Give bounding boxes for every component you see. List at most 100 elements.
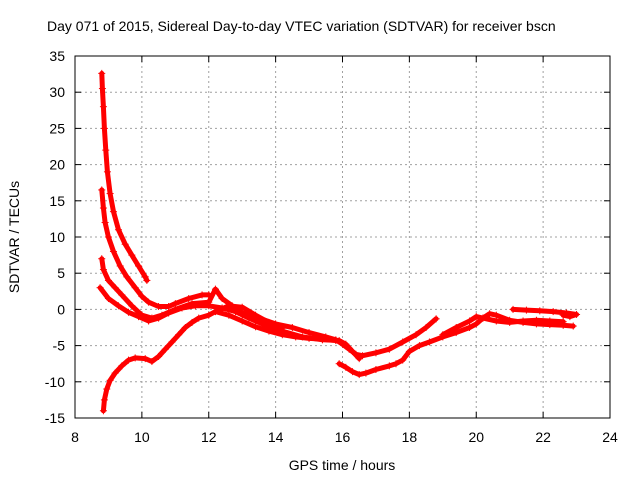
data-point xyxy=(109,208,117,216)
y-tick-label: 15 xyxy=(49,193,65,209)
data-point xyxy=(238,303,246,311)
data-point xyxy=(536,307,544,315)
y-tick-label: 25 xyxy=(49,120,65,136)
data-point xyxy=(195,314,203,322)
data-point xyxy=(121,240,129,248)
data-point xyxy=(104,233,112,241)
data-point xyxy=(118,291,126,299)
data-point xyxy=(362,369,370,377)
data-point xyxy=(165,303,173,311)
data-point xyxy=(288,324,296,331)
data-point xyxy=(392,360,400,368)
data-point xyxy=(99,407,107,415)
data-point xyxy=(372,365,380,373)
series-pass-6 xyxy=(211,308,340,345)
data-point xyxy=(106,376,114,384)
data-point xyxy=(131,354,139,362)
data-point xyxy=(145,298,153,306)
data-point xyxy=(232,308,239,316)
data-point xyxy=(355,371,363,379)
data-point xyxy=(466,317,474,325)
data-point xyxy=(278,324,286,332)
data-point xyxy=(439,331,447,339)
data-point xyxy=(472,313,480,321)
data-point xyxy=(98,85,106,93)
data-point xyxy=(559,318,567,326)
data-point xyxy=(399,338,407,346)
data-point xyxy=(111,284,119,292)
data-point xyxy=(175,331,183,339)
series-trace xyxy=(99,187,212,309)
data-point xyxy=(125,356,132,364)
data-point xyxy=(225,311,233,319)
data-point xyxy=(492,317,500,325)
data-point xyxy=(138,292,146,300)
y-tick-label: 5 xyxy=(57,265,65,281)
data-point xyxy=(106,190,114,198)
data-point xyxy=(546,317,554,325)
data-point xyxy=(278,331,286,339)
data-point xyxy=(128,302,136,310)
series-pass-8 xyxy=(439,313,567,339)
data-point xyxy=(425,338,433,346)
data-point xyxy=(143,276,151,284)
data-point xyxy=(100,396,108,404)
axis-ticks: 8 10 12 14 16 18 20 22 24 -15 -10 -5 0 5 10 15 20 25 30 35 xyxy=(45,48,618,445)
data-point xyxy=(155,314,163,322)
data-point xyxy=(292,333,300,341)
data-point xyxy=(123,273,131,281)
y-tick-label: 30 xyxy=(49,84,65,100)
data-point xyxy=(148,358,156,366)
data-point xyxy=(114,226,122,234)
data-point xyxy=(385,362,393,370)
y-tick-label: -10 xyxy=(45,374,65,390)
x-tick-label: 20 xyxy=(468,429,484,445)
chart-title: Day 071 of 2015, Sidereal Day-to-day VTE… xyxy=(47,18,556,34)
data-point xyxy=(98,255,106,263)
data-point xyxy=(405,347,413,355)
series-pass-2 xyxy=(98,186,213,311)
data-point xyxy=(191,302,199,310)
data-point xyxy=(181,324,189,331)
data-point xyxy=(225,302,233,310)
series-pass-1 xyxy=(98,69,151,284)
series-pass-9 xyxy=(509,305,581,321)
data-point xyxy=(359,352,367,360)
data-point xyxy=(128,251,136,259)
data-point xyxy=(178,304,186,312)
data-point xyxy=(559,311,567,319)
data-point xyxy=(265,318,273,326)
data-point xyxy=(549,308,557,316)
data-point xyxy=(131,284,139,292)
data-point xyxy=(349,368,357,376)
data-point xyxy=(198,291,206,299)
y-tick-label: 20 xyxy=(49,157,65,173)
data-point xyxy=(318,335,326,343)
data-point xyxy=(116,262,124,270)
series-pass-4 xyxy=(96,284,363,363)
data-point xyxy=(486,310,494,318)
x-tick-label: 10 xyxy=(134,429,150,445)
data-point xyxy=(372,349,380,357)
data-point xyxy=(479,314,487,322)
data-point xyxy=(96,284,104,292)
data-point xyxy=(506,318,514,326)
data-point xyxy=(99,204,107,212)
data-point xyxy=(211,285,219,293)
data-point xyxy=(355,355,363,363)
data-point xyxy=(415,342,423,350)
data-point xyxy=(100,124,108,132)
data-point xyxy=(305,334,313,342)
data-point xyxy=(188,318,196,326)
y-tick-label: 0 xyxy=(57,301,65,317)
data-point xyxy=(252,323,260,331)
data-point xyxy=(155,352,163,360)
series-pass-3 xyxy=(98,255,440,360)
data-point xyxy=(118,362,126,370)
series-pass-5 xyxy=(99,302,286,415)
data-point xyxy=(335,360,343,368)
x-tick-label: 24 xyxy=(602,429,618,445)
data-point xyxy=(103,385,111,393)
data-point xyxy=(569,322,577,330)
